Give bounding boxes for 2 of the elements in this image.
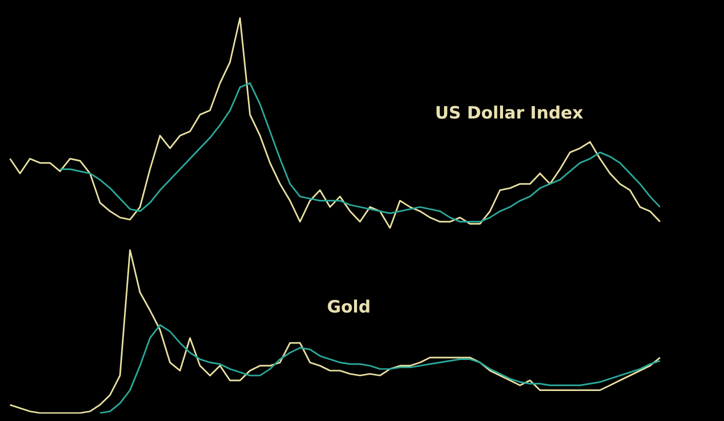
- text: Gold: [327, 298, 371, 318]
- text: US Dollar Index: [435, 104, 584, 124]
